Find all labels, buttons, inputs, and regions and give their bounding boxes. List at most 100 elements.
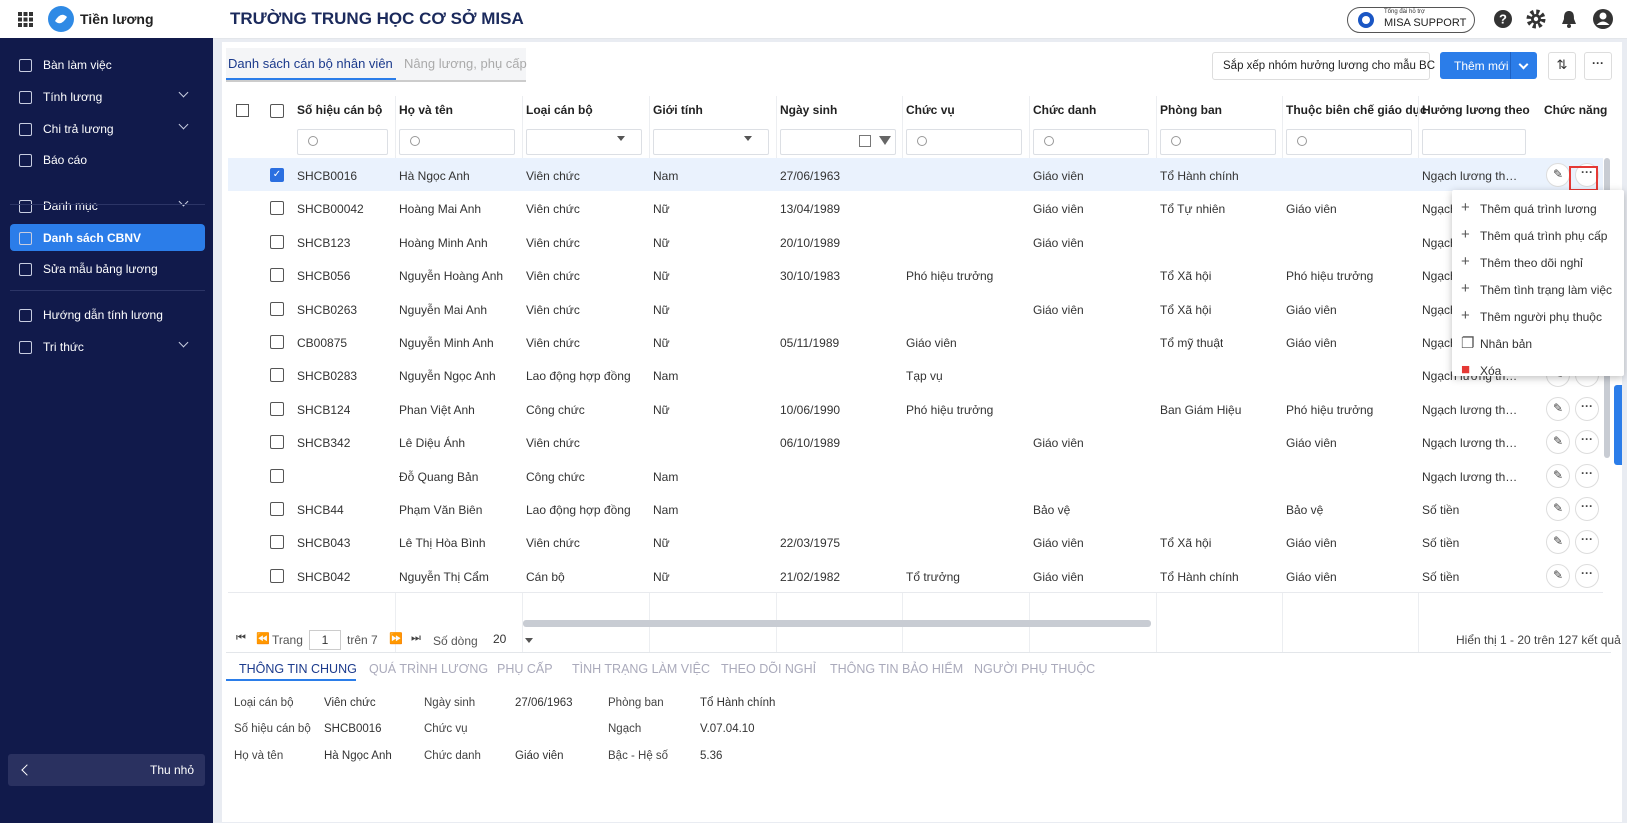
detail-tab[interactable]: NGƯỜI PHỤ THUỘC	[974, 662, 1095, 676]
more-button[interactable]: ···	[1584, 52, 1612, 80]
column-chooser-icon[interactable]	[236, 104, 249, 117]
detail-tab[interactable]: PHỤ CẤP	[497, 662, 553, 676]
user-icon[interactable]	[1592, 8, 1614, 30]
support-icon	[1358, 12, 1374, 28]
edit-button[interactable]: ✎	[1546, 564, 1570, 588]
detail-label: Ngạch	[608, 723, 641, 735]
pager-next[interactable]: ⏩	[389, 632, 403, 645]
row-more-button[interactable]: ···	[1575, 430, 1599, 454]
sidebar-item[interactable]: Danh sách CBNV	[10, 224, 205, 251]
detail-label: Bậc - Hệ số	[608, 750, 668, 762]
edit-button[interactable]: ✎	[1546, 397, 1570, 421]
column-filter[interactable]	[1160, 129, 1276, 155]
context-menu-item[interactable]: +Thêm tình trạng làm việc	[1452, 278, 1624, 302]
tab[interactable]: Danh sách cán bộ nhân viên	[228, 56, 393, 71]
edit-button[interactable]: ✎	[1546, 163, 1570, 187]
detail-value: Viên chức	[324, 697, 376, 709]
pager-last[interactable]: ⏭	[411, 632, 421, 645]
column-filter[interactable]	[399, 129, 515, 155]
row-checkbox[interactable]	[270, 368, 284, 382]
table-cell: Nữ	[653, 536, 670, 550]
menu-item-label: Xóa	[1480, 364, 1501, 378]
menu-item-icon: +	[1461, 199, 1470, 216]
column-filter[interactable]	[1033, 129, 1149, 155]
row-more-button[interactable]: ···	[1575, 397, 1599, 421]
support-button[interactable]: Tổng đài hỗ trợ MISA SUPPORT	[1347, 7, 1475, 33]
table-cell: Ngạch lương theo hệ số	[1422, 403, 1520, 417]
detail-tab[interactable]: THÔNG TIN CHUNG	[239, 662, 357, 676]
menu-item-icon: ❐	[1461, 334, 1474, 352]
row-checkbox[interactable]	[270, 335, 284, 349]
collapse-arrow	[21, 764, 32, 775]
detail-label: Họ và tên	[234, 750, 283, 762]
column-filter[interactable]	[906, 129, 1022, 155]
pager-prev[interactable]: ⏪	[256, 632, 270, 645]
table-cell: 05/11/1989	[780, 336, 839, 350]
row-checkbox[interactable]: ✓	[270, 168, 284, 182]
table-cell: Tạp vụ	[906, 369, 943, 383]
tab[interactable]: Nâng lương, phụ cấp	[404, 56, 527, 71]
pager-page-input[interactable]: 1	[309, 630, 341, 650]
table-cell: SHCB124	[297, 403, 350, 417]
collapse-button[interactable]: Thu nhỏ	[8, 754, 205, 786]
row-checkbox[interactable]	[270, 201, 284, 215]
column-filter[interactable]	[780, 129, 896, 155]
row-more-button[interactable]: ···	[1575, 497, 1599, 521]
edit-button[interactable]: ✎	[1546, 497, 1570, 521]
detail-tab[interactable]: QUÁ TRÌNH LƯƠNG	[369, 662, 488, 676]
sort-icon-button[interactable]: ⇅	[1548, 52, 1576, 80]
pager-first[interactable]: ⏮	[236, 632, 246, 645]
add-button[interactable]: Thêm mới	[1440, 52, 1537, 79]
row-checkbox[interactable]	[270, 302, 284, 316]
column-filter[interactable]	[1286, 129, 1412, 155]
row-checkbox[interactable]	[270, 569, 284, 583]
select-all-checkbox[interactable]	[270, 104, 284, 118]
column-filter[interactable]	[526, 129, 642, 155]
column-filter[interactable]	[1422, 129, 1526, 155]
context-menu-item[interactable]: ■Xóa	[1452, 359, 1624, 383]
settings-icon[interactable]	[1526, 9, 1546, 29]
help-icon[interactable]: ?	[1493, 9, 1513, 29]
sidebar-item[interactable]: Tri thức	[10, 333, 205, 360]
row-more-button[interactable]: ···	[1575, 163, 1599, 187]
side-expand-tab[interactable]	[1614, 385, 1622, 465]
detail-tab[interactable]: TÌNH TRẠNG LÀM VIỆC	[572, 662, 710, 676]
sidebar-item[interactable]: Bàn làm việc	[10, 51, 205, 78]
search-icon	[308, 136, 318, 146]
row-more-button[interactable]: ···	[1575, 464, 1599, 488]
table-cell: Phó hiệu trưởng	[1286, 403, 1373, 417]
sidebar-item[interactable]: Tính lương	[10, 83, 205, 110]
sidebar-item[interactable]: Báo cáo	[10, 146, 205, 173]
column-filter[interactable]	[297, 129, 388, 155]
sidebar-icon	[19, 263, 32, 276]
row-checkbox[interactable]	[270, 235, 284, 249]
row-more-button[interactable]: ···	[1575, 564, 1599, 588]
notification-icon[interactable]	[1560, 9, 1578, 29]
sidebar-item[interactable]: Sửa mẫu bảng lương	[10, 255, 205, 282]
search-icon	[410, 136, 420, 146]
context-menu-item[interactable]: +Thêm quá trình lương	[1452, 197, 1624, 221]
context-menu-item[interactable]: +Thêm theo dõi nghỉ	[1452, 251, 1624, 275]
table-cell: 27/06/1963	[780, 169, 840, 183]
column-filter[interactable]	[653, 129, 769, 155]
row-checkbox[interactable]	[270, 435, 284, 449]
app-name: Tiền lương	[80, 11, 154, 27]
detail-tab[interactable]: THÔNG TIN BẢO HIỂM	[830, 662, 963, 676]
sidebar-item[interactable]: Hướng dẫn tính lương	[10, 301, 205, 328]
detail-tab[interactable]: THEO DÕI NGHỈ	[721, 662, 816, 676]
row-checkbox[interactable]	[270, 268, 284, 282]
edit-button[interactable]: ✎	[1546, 464, 1570, 488]
context-menu-item[interactable]: +Thêm quá trình phụ cấp	[1452, 224, 1624, 248]
table-cell: Giáo viên	[1033, 536, 1084, 550]
sort-button[interactable]: Sắp xếp nhóm hưởng lương cho mẫu BC	[1212, 52, 1430, 80]
row-checkbox[interactable]	[270, 469, 284, 483]
row-checkbox[interactable]	[270, 502, 284, 516]
context-menu-item[interactable]: ❐Nhân bản	[1452, 332, 1624, 356]
sidebar-item[interactable]: Chi trả lương	[10, 115, 205, 142]
row-checkbox[interactable]	[270, 402, 284, 416]
edit-button[interactable]: ✎	[1546, 430, 1570, 454]
app-grid-icon[interactable]	[18, 12, 33, 27]
context-menu-item[interactable]: +Thêm người phụ thuộc	[1452, 305, 1624, 329]
row-checkbox[interactable]	[270, 535, 284, 549]
sidebar-item[interactable]: Danh mục	[10, 192, 205, 219]
